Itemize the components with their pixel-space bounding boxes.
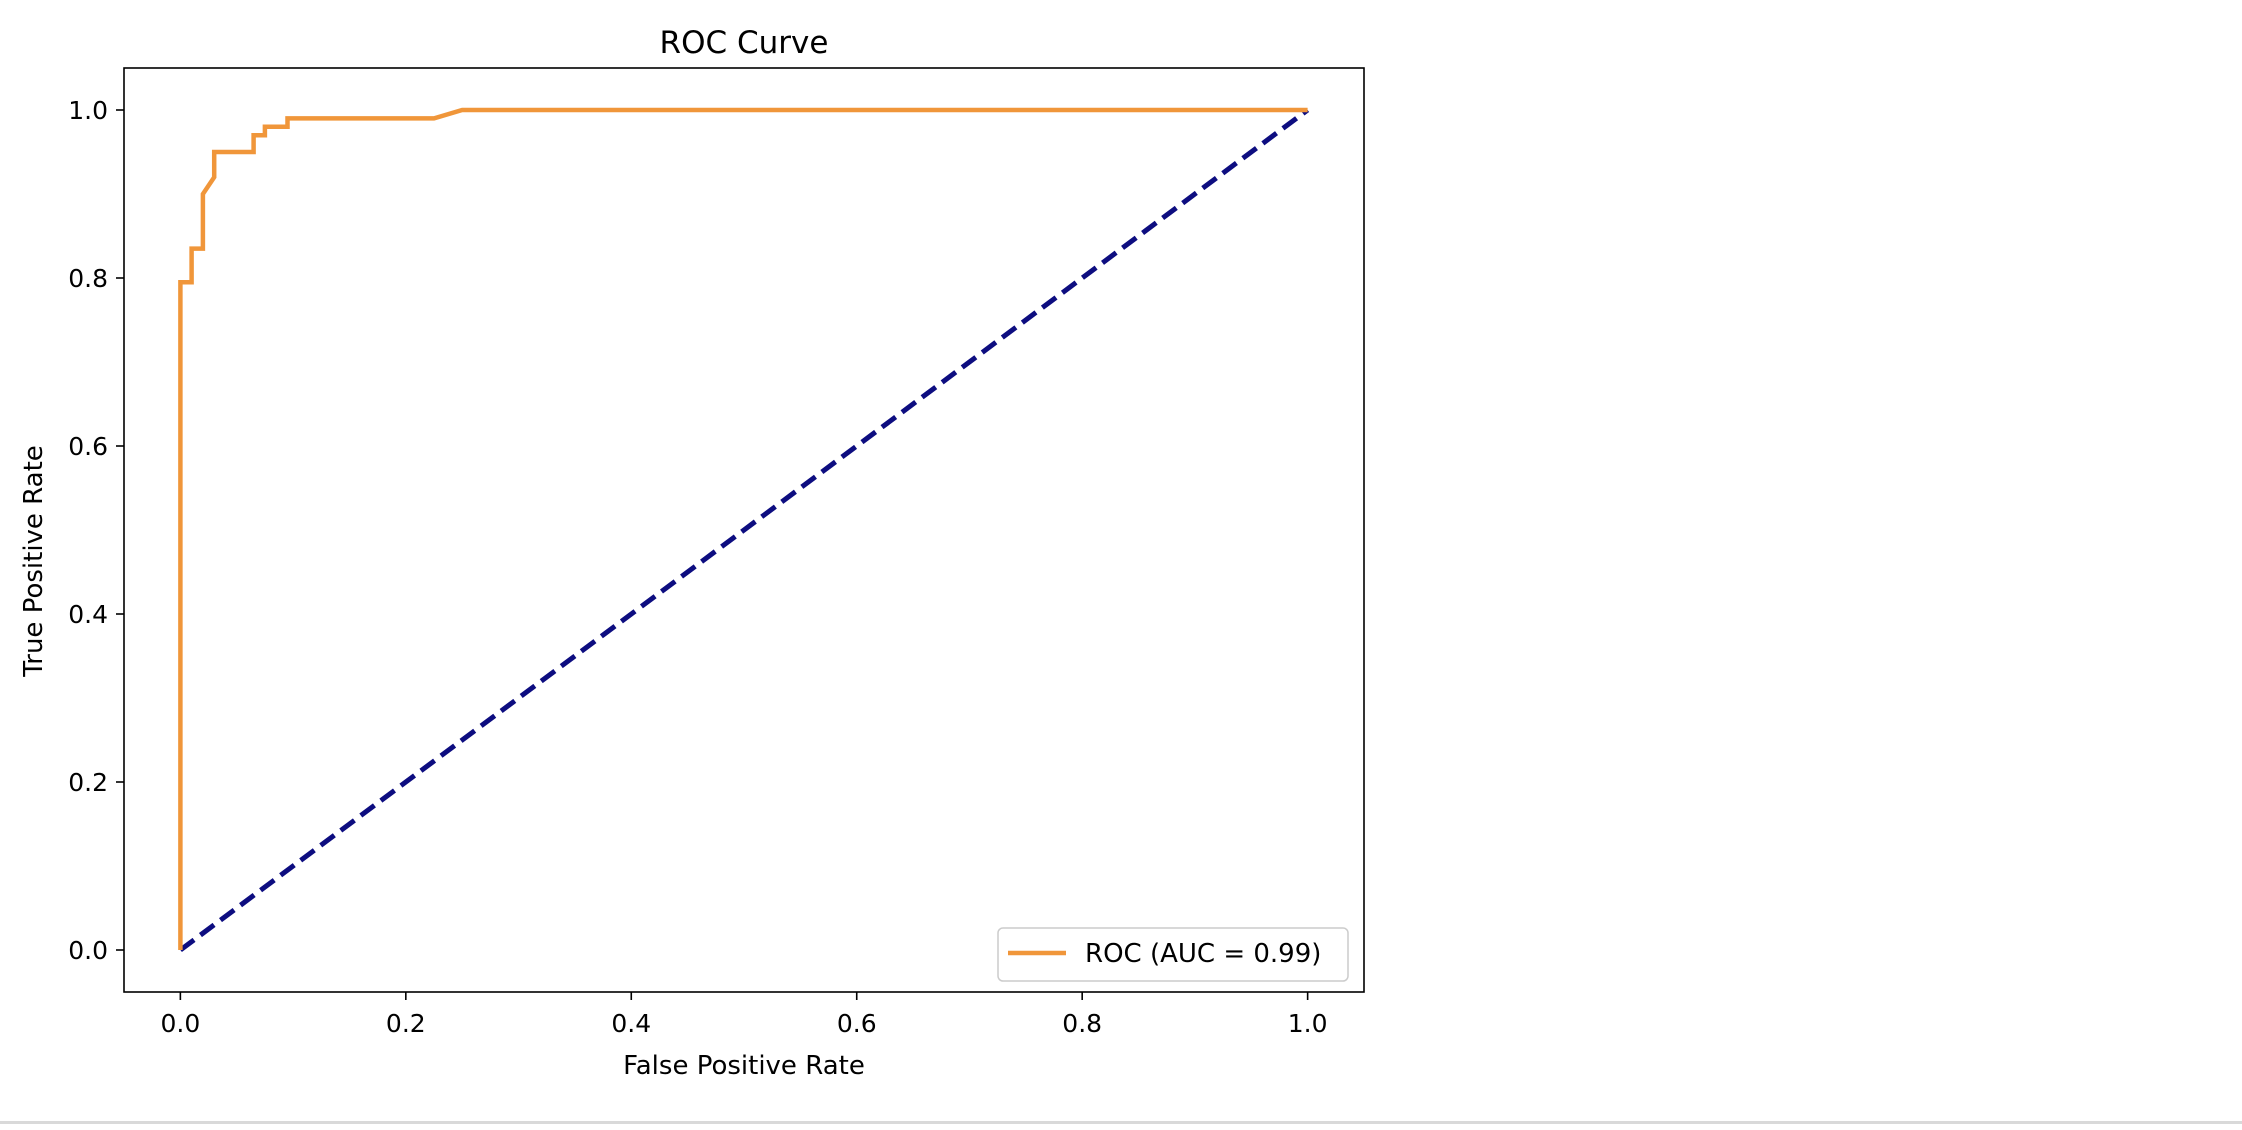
y-tick-label: 0.2 <box>68 768 108 797</box>
legend-label-roc: ROC (AUC = 0.99) <box>1085 939 1321 969</box>
y-tick-label: 1.0 <box>68 96 108 125</box>
x-tick-label: 0.2 <box>386 1009 426 1038</box>
x-tick-label: 0.0 <box>160 1009 200 1038</box>
legend-box <box>997 927 1349 982</box>
y-axis-label: True Positive Rate <box>19 445 49 678</box>
y-tick-label: 0.0 <box>68 936 108 965</box>
chart-title: ROC Curve <box>660 25 829 61</box>
plot-area: 0.0 0.2 0.4 0.6 0.8 1.0 0.0 0.2 0.4 0.6 0.8 1.0 <box>68 67 1365 1038</box>
roc-curve-line <box>178 107 1308 950</box>
x-axis-label: False Positive Rate <box>623 1051 865 1081</box>
y-tick-label: 0.6 <box>68 432 108 461</box>
legend: ROC (AUC = 0.99) <box>997 927 1349 982</box>
x-tick-label: 1.0 <box>1288 1009 1328 1038</box>
x-tick-label: 0.4 <box>611 1009 651 1038</box>
bottom-divider <box>0 1121 2242 1124</box>
x-tick-label: 0.8 <box>1062 1009 1102 1038</box>
plot-frame <box>123 67 1365 993</box>
y-tick-label: 0.4 <box>68 600 108 629</box>
x-tick-label: 0.6 <box>837 1009 877 1038</box>
chance-diagonal-line <box>178 107 1310 953</box>
y-tick-label: 0.8 <box>68 264 108 293</box>
